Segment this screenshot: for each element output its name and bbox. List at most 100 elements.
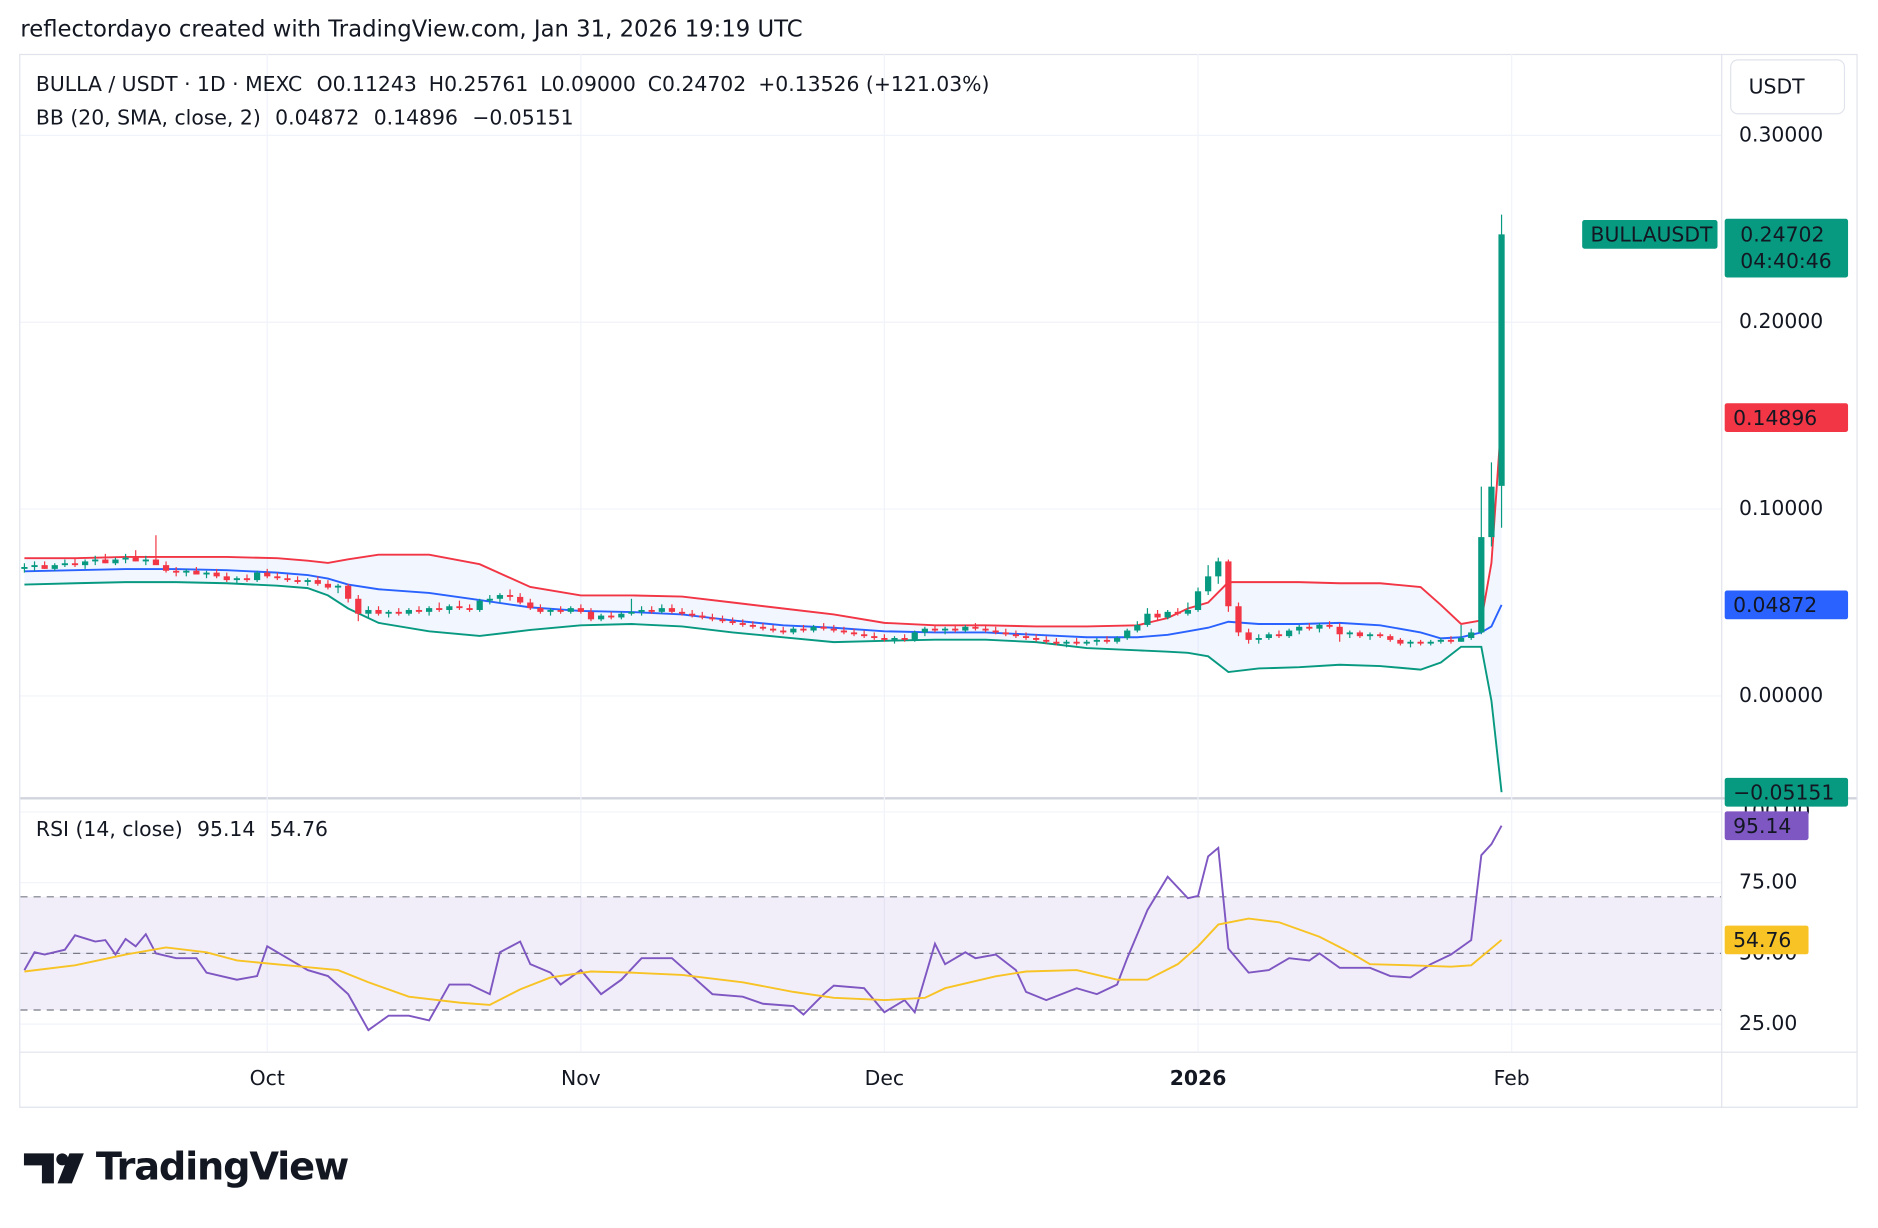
- candle-body: [142, 559, 149, 562]
- candle-body: [1174, 611, 1181, 614]
- candle-body: [1498, 234, 1505, 486]
- legend-text: 54.76: [270, 817, 328, 841]
- rsi-pane: [20, 825, 1722, 1032]
- price-badge: [1724, 403, 1849, 432]
- candle-body: [861, 634, 868, 637]
- candle-body: [1093, 639, 1100, 642]
- candle-body: [1134, 624, 1141, 631]
- candle-body: [800, 628, 807, 631]
- candle-body: [719, 619, 726, 622]
- candle-body: [769, 628, 777, 631]
- x-tick-label: Oct: [250, 1066, 285, 1090]
- candle-body: [1468, 632, 1475, 639]
- candle-body: [496, 595, 504, 599]
- candle-body: [324, 583, 332, 588]
- candle-body: [456, 606, 463, 609]
- currency: USDT: [1749, 74, 1806, 98]
- price-badge: [1724, 777, 1849, 807]
- candle-body: [638, 609, 645, 612]
- candle-body: [871, 636, 878, 639]
- rsi-tick-label: 25.00: [1739, 1011, 1797, 1035]
- candle-body: [334, 585, 342, 588]
- candle-body: [345, 585, 352, 599]
- candle-body: [790, 628, 797, 633]
- candle-body: [1053, 641, 1060, 644]
- candle-body: [1336, 626, 1343, 635]
- legend-text: 0.25761: [444, 72, 528, 96]
- candle-body: [1184, 609, 1192, 614]
- legend-text: +0.13526 (+121.03%): [758, 72, 989, 96]
- y-tick-label: 0.20000: [1739, 309, 1823, 333]
- candle-body: [1012, 634, 1020, 637]
- candle-body: [1235, 606, 1242, 633]
- candle-body: [243, 578, 251, 581]
- candle-body: [1397, 639, 1404, 644]
- last-price-label: 0.24702: [1740, 223, 1824, 247]
- candle-body: [1387, 636, 1394, 640]
- price-badge: [1724, 590, 1849, 620]
- legend-text: RSI (14, close): [36, 817, 183, 841]
- logo: TradingView: [23, 1144, 350, 1189]
- candle-body: [446, 606, 453, 610]
- candle-body: [628, 611, 635, 614]
- candle-body: [1043, 639, 1050, 642]
- legend-text: O: [317, 72, 333, 96]
- candle-body: [173, 570, 180, 573]
- candle-body: [1083, 641, 1090, 644]
- candle-body: [375, 609, 382, 614]
- candle-body: [597, 615, 605, 620]
- price-badge-label: −0.05151: [1733, 780, 1834, 804]
- price-badge-label: 0.14896: [1733, 406, 1817, 430]
- candle-body: [1316, 624, 1323, 629]
- candle-body: [891, 638, 898, 640]
- candle-body: [1457, 638, 1465, 642]
- candle-body: [81, 561, 89, 566]
- candle-body: [213, 572, 220, 577]
- candle-body: [1154, 613, 1161, 618]
- legend-text: 0.24702: [662, 72, 746, 96]
- candle-body: [1255, 638, 1262, 640]
- candle-body: [658, 608, 665, 612]
- candle-body: [689, 613, 696, 616]
- x-tick-label: Dec: [865, 1066, 904, 1090]
- candle-body: [1306, 626, 1313, 629]
- candle-body: [1022, 636, 1030, 639]
- x-tick-label: 2026: [1170, 1066, 1227, 1090]
- candle-body: [1488, 486, 1495, 538]
- candle-body: [557, 609, 564, 612]
- candle-body: [1437, 639, 1444, 642]
- grid: [20, 53, 1722, 1052]
- candle-body: [264, 572, 271, 577]
- brand: TradingView: [96, 1144, 349, 1189]
- candle-body: [1205, 576, 1212, 592]
- candle-body: [567, 608, 574, 612]
- bb-line: [24, 417, 1503, 628]
- candle-body: [365, 609, 372, 614]
- legend-text: H: [429, 72, 444, 96]
- candle-body: [850, 632, 858, 635]
- currency-box[interactable]: [1730, 59, 1846, 115]
- candle-body: [1245, 632, 1252, 640]
- legend-text: 0.09000: [552, 72, 636, 96]
- rsi-line: [24, 917, 1503, 1006]
- candle-body: [284, 578, 291, 581]
- symbol-badge: [1582, 219, 1718, 249]
- candle-body: [41, 565, 48, 569]
- candle-body: [486, 598, 493, 601]
- y-tick-label: 0.10000: [1739, 496, 1823, 520]
- chart-frame: [19, 53, 1858, 1108]
- candle-body: [1356, 632, 1364, 637]
- price-badge-label: 0.04872: [1733, 593, 1817, 617]
- candle-body: [1427, 641, 1434, 644]
- candle-body: [1124, 630, 1131, 639]
- legend-text: −0.05151: [472, 106, 573, 130]
- candle-body: [253, 572, 261, 581]
- candle-body: [274, 576, 281, 579]
- band-fill: [24, 417, 1502, 793]
- legend-text: 0.11243: [333, 72, 417, 96]
- legend-text: 95.14: [197, 817, 255, 841]
- price-pane: [21, 214, 1505, 793]
- candle-body: [92, 559, 99, 562]
- price-badge: [1724, 925, 1809, 955]
